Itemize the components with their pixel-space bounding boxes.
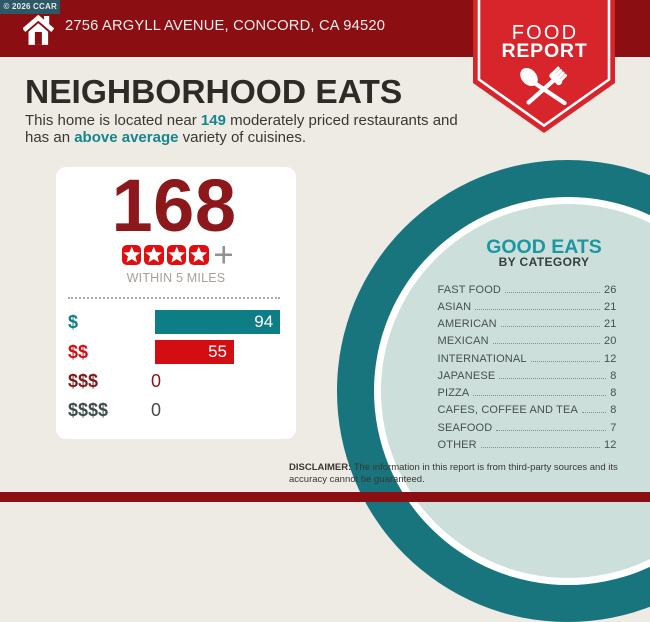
svg-text:REPORT: REPORT [501,40,587,62]
svg-text:FOOD: FOOD [512,22,579,44]
